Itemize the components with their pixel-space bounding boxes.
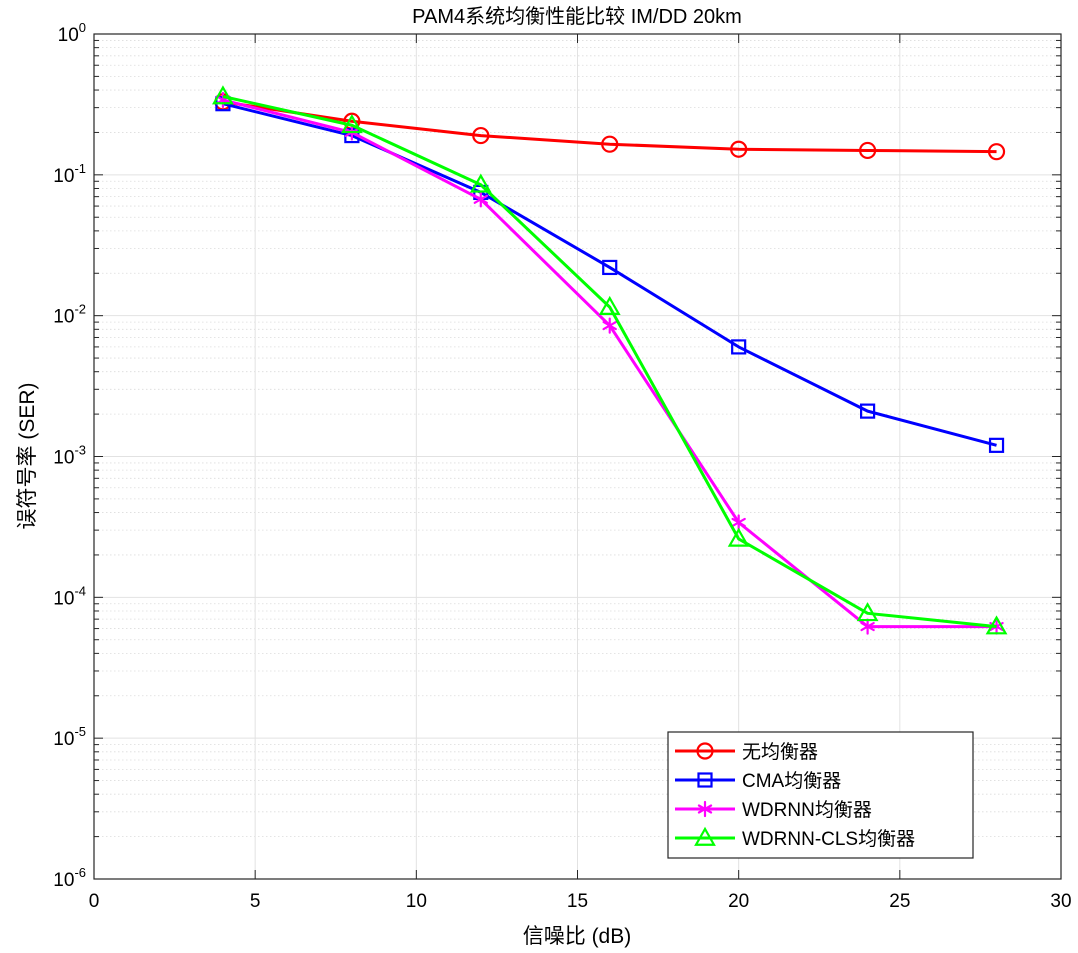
y-tick-label: 100 <box>58 20 86 46</box>
data-point <box>731 339 747 355</box>
data-point <box>856 602 879 622</box>
data-point <box>601 135 619 153</box>
y-axis: 100 10-1 10-2 10-3 10-4 10-5 10-6 <box>53 20 1061 891</box>
series-layer <box>212 85 1008 635</box>
y-tick-label: 10-5 <box>53 724 86 750</box>
asterisk-stroke <box>731 517 746 528</box>
y-tick-label: 10-3 <box>53 443 86 469</box>
data-point <box>598 295 621 315</box>
asterisk-stroke <box>473 194 488 204</box>
data-point <box>860 618 875 635</box>
x-axis: 0 5 10 15 20 25 30 <box>89 34 1072 912</box>
x-tick-label: 25 <box>889 891 910 912</box>
legend-marker <box>697 800 713 818</box>
asterisk-stroke <box>602 321 617 331</box>
x-tick-label: 0 <box>89 891 100 912</box>
data-point <box>985 615 1008 635</box>
y-axis-label: 误符号率 (SER) <box>16 383 39 530</box>
data-point <box>727 527 750 547</box>
series-line <box>222 100 997 154</box>
x-tick-label: 10 <box>406 891 427 912</box>
data-point <box>602 259 618 276</box>
data-point <box>731 514 746 531</box>
legend-item: WDRNN-CLS均衡器 <box>675 826 915 850</box>
y-tick-label: 10-6 <box>53 865 86 891</box>
y-tick-label: 10-2 <box>53 302 86 328</box>
series-2 <box>215 91 1004 635</box>
legend-item: 无均衡器 <box>675 741 818 763</box>
x-tick-label: 20 <box>728 891 749 912</box>
legend: 无均衡器 CMA均衡器 WDRNN均衡器 WDRNN-CLS均衡器 <box>667 731 974 859</box>
y-tick-label: 10-4 <box>53 583 86 609</box>
data-point <box>340 114 363 134</box>
data-point <box>859 403 876 419</box>
x-tick-label: 5 <box>250 891 261 912</box>
legend-item: CMA均衡器 <box>675 770 841 792</box>
y-tick-label: 10-1 <box>53 161 86 187</box>
asterisk-stroke <box>860 621 875 632</box>
legend-marker <box>694 826 716 846</box>
legend-item: WDRNN均衡器 <box>675 799 872 821</box>
data-point <box>858 141 877 160</box>
legend-label: CMA均衡器 <box>742 770 841 792</box>
asterisk-stroke <box>697 804 713 814</box>
x-tick-label: 30 <box>1050 891 1071 912</box>
data-point <box>469 173 492 193</box>
legend-label: WDRNN均衡器 <box>742 799 872 821</box>
series-line <box>222 95 997 629</box>
data-point <box>730 140 748 158</box>
data-point <box>988 437 1005 453</box>
x-tick-label: 15 <box>567 891 588 912</box>
chart-title: PAM4系统均衡性能比较 IM/DD 20km <box>412 5 742 28</box>
data-point <box>473 191 488 208</box>
legend-marker <box>697 772 713 788</box>
data-point <box>987 143 1006 161</box>
legend-label: 无均衡器 <box>742 741 818 763</box>
series-line <box>222 98 997 629</box>
data-point <box>472 126 490 145</box>
data-point <box>212 85 234 105</box>
legend-label: WDRNN-CLS均衡器 <box>742 828 915 850</box>
series-3 <box>212 85 1008 635</box>
data-point <box>602 317 617 334</box>
x-axis-label: 信噪比 (dB) <box>523 925 632 948</box>
legend-marker <box>696 742 714 760</box>
